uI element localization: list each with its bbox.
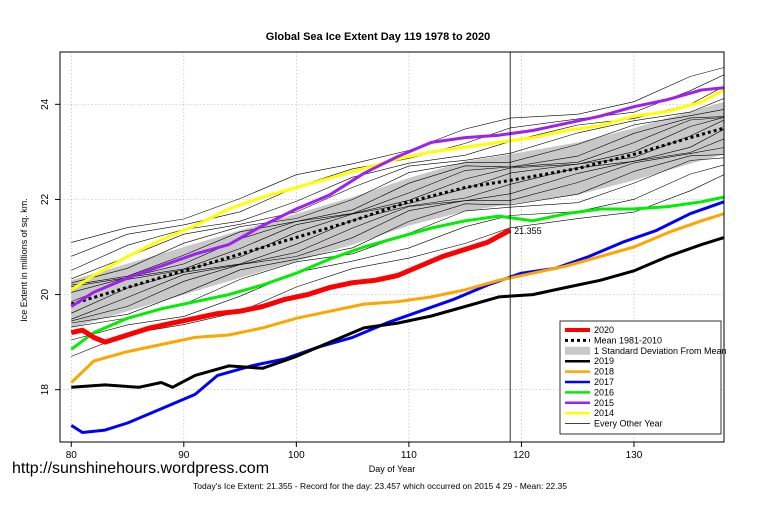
legend-label: 2016 xyxy=(594,387,614,397)
other-year-line xyxy=(71,74,724,257)
x-tick-label: 120 xyxy=(513,450,530,461)
other-year-line xyxy=(71,117,724,287)
x-tick-label: 110 xyxy=(401,450,417,461)
x-tick-label: 130 xyxy=(626,450,643,461)
watermark-url: http://sunshinehours.wordpress.com xyxy=(12,460,270,477)
other-year-line xyxy=(71,109,724,284)
legend-label: Every Other Year xyxy=(594,419,663,429)
mean-line xyxy=(70,126,724,306)
legend-swatch xyxy=(565,346,590,355)
plot-border xyxy=(59,51,725,443)
other-year-line xyxy=(71,119,724,302)
legend-box xyxy=(559,320,722,435)
legend-label: 2015 xyxy=(594,398,614,408)
series-line-2016 xyxy=(70,195,724,351)
y-tick-label: 18 xyxy=(40,384,51,396)
x-axis-label: Day of Year xyxy=(369,464,416,474)
series-group xyxy=(70,67,724,434)
series-line-2018 xyxy=(70,212,724,384)
x-tick-label: 80 xyxy=(66,450,78,461)
legend-label: 2020 xyxy=(594,325,614,335)
x-tick-label: 100 xyxy=(288,450,305,461)
y-tick-label: 22 xyxy=(40,193,51,205)
y-axis-label: Ice Extent in millions of sq. km. xyxy=(19,198,29,322)
series-line-2015 xyxy=(70,86,724,308)
legend-label: Mean 1981-2010 xyxy=(594,335,662,345)
std-dev-band xyxy=(71,101,724,328)
legend-label: 2019 xyxy=(594,356,614,366)
other-year-line xyxy=(71,154,724,324)
legend-label: 2017 xyxy=(594,377,614,387)
y-tick-label: 24 xyxy=(40,98,51,110)
other-year-line xyxy=(71,117,724,293)
footer-summary: Today's Ice Extent: 21.355 - Record for … xyxy=(193,481,567,491)
series-line-2020 xyxy=(70,227,512,345)
other-year-line xyxy=(71,164,724,341)
chart-title: Global Sea Ice Extent Day 119 1978 to 20… xyxy=(266,31,490,43)
series-line-2019 xyxy=(71,236,724,389)
other-year-line xyxy=(71,98,724,280)
legend-label: 2014 xyxy=(594,408,614,418)
other-year-line xyxy=(71,116,724,286)
current-value-label: 21.355 xyxy=(514,226,542,236)
y-tick-label: 20 xyxy=(40,289,51,301)
x-tick-label: 90 xyxy=(178,450,190,461)
legend-label: 1 Standard Deviation From Mean xyxy=(594,346,727,356)
legend-label: 2018 xyxy=(594,367,614,377)
other-year-line xyxy=(71,174,724,357)
series-line-2014 xyxy=(70,88,724,292)
series-line-2017 xyxy=(70,200,724,434)
other-year-line xyxy=(71,147,724,322)
